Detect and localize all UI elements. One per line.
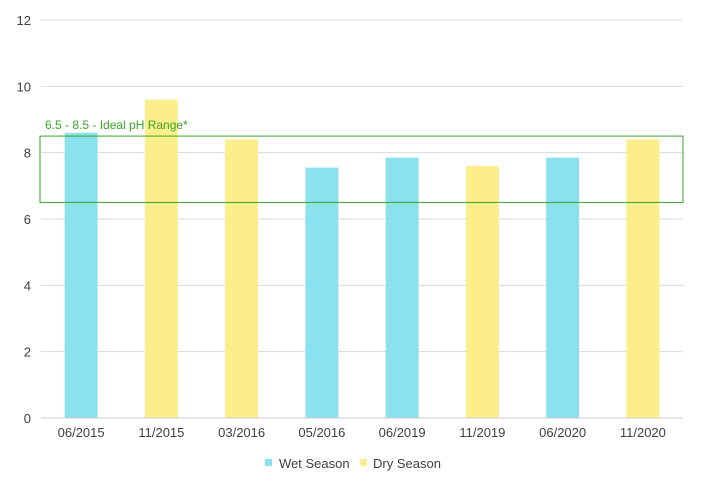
bar (626, 139, 660, 418)
gridlines (41, 19, 683, 353)
bar (546, 157, 580, 418)
y-tick-label: 8 (24, 146, 31, 161)
legend-wet-swatch (265, 459, 272, 466)
y-axis-tick-labels: 0 2 4 6 8 10 12 (17, 13, 31, 426)
legend-dry-label: Dry Season (373, 456, 441, 471)
y-tick-label: 0 (24, 411, 31, 426)
bar (305, 167, 339, 418)
legend-wet-label: Wet Season (279, 456, 350, 471)
ideal-range-box (39, 135, 684, 203)
y-tick-label: 10 (17, 79, 31, 94)
x-tick-label: 06/2019 (379, 425, 426, 440)
x-tick-label: 05/2016 (298, 425, 345, 440)
y-tick-label: 2 (24, 345, 31, 360)
x-tick-label: 11/2019 (459, 425, 505, 440)
bar (144, 99, 178, 418)
y-tick-label: 4 (24, 278, 31, 293)
x-tick-label: 11/2020 (620, 425, 666, 440)
bar (225, 139, 259, 418)
x-tick-label: 11/2015 (138, 425, 184, 440)
bar (465, 165, 499, 418)
x-tick-label: 03/2016 (218, 425, 265, 440)
ideal-range-label: 6.5 - 8.5 - Ideal pH Range* (45, 118, 188, 132)
ideal-range-annotation: 6.5 - 8.5 - Ideal pH Range* (39, 118, 684, 203)
x-tick-label: 06/2015 (58, 425, 105, 440)
legend-dry-swatch (360, 459, 367, 466)
bar (64, 132, 98, 418)
y-tick-label: 12 (17, 13, 31, 28)
x-tick-label: 06/2020 (539, 425, 586, 440)
bars (64, 99, 660, 418)
legend: Wet Season Dry Season (265, 456, 441, 471)
y-tick-label: 6 (24, 212, 31, 227)
x-axis-tick-labels: 06/2015 11/2015 03/2016 05/2016 06/2019 11/20… (58, 425, 666, 440)
bar (385, 157, 419, 418)
